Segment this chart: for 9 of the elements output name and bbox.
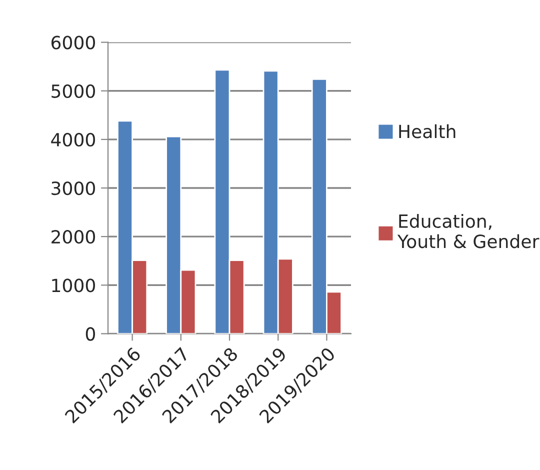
y-tick-label: 6000 xyxy=(52,36,95,50)
y-tick-label: 5000 xyxy=(52,84,95,98)
legend-label: Health xyxy=(399,124,456,138)
legend-label: Education, Youth & Gender xyxy=(397,214,540,248)
y-tick-label: 1000 xyxy=(52,278,95,292)
y-tick-label: 0 xyxy=(86,327,95,341)
y-tick-label: 4000 xyxy=(51,132,95,147)
y-tick-label: 2000 xyxy=(52,230,95,244)
y-tick-label: 3000 xyxy=(52,181,95,196)
